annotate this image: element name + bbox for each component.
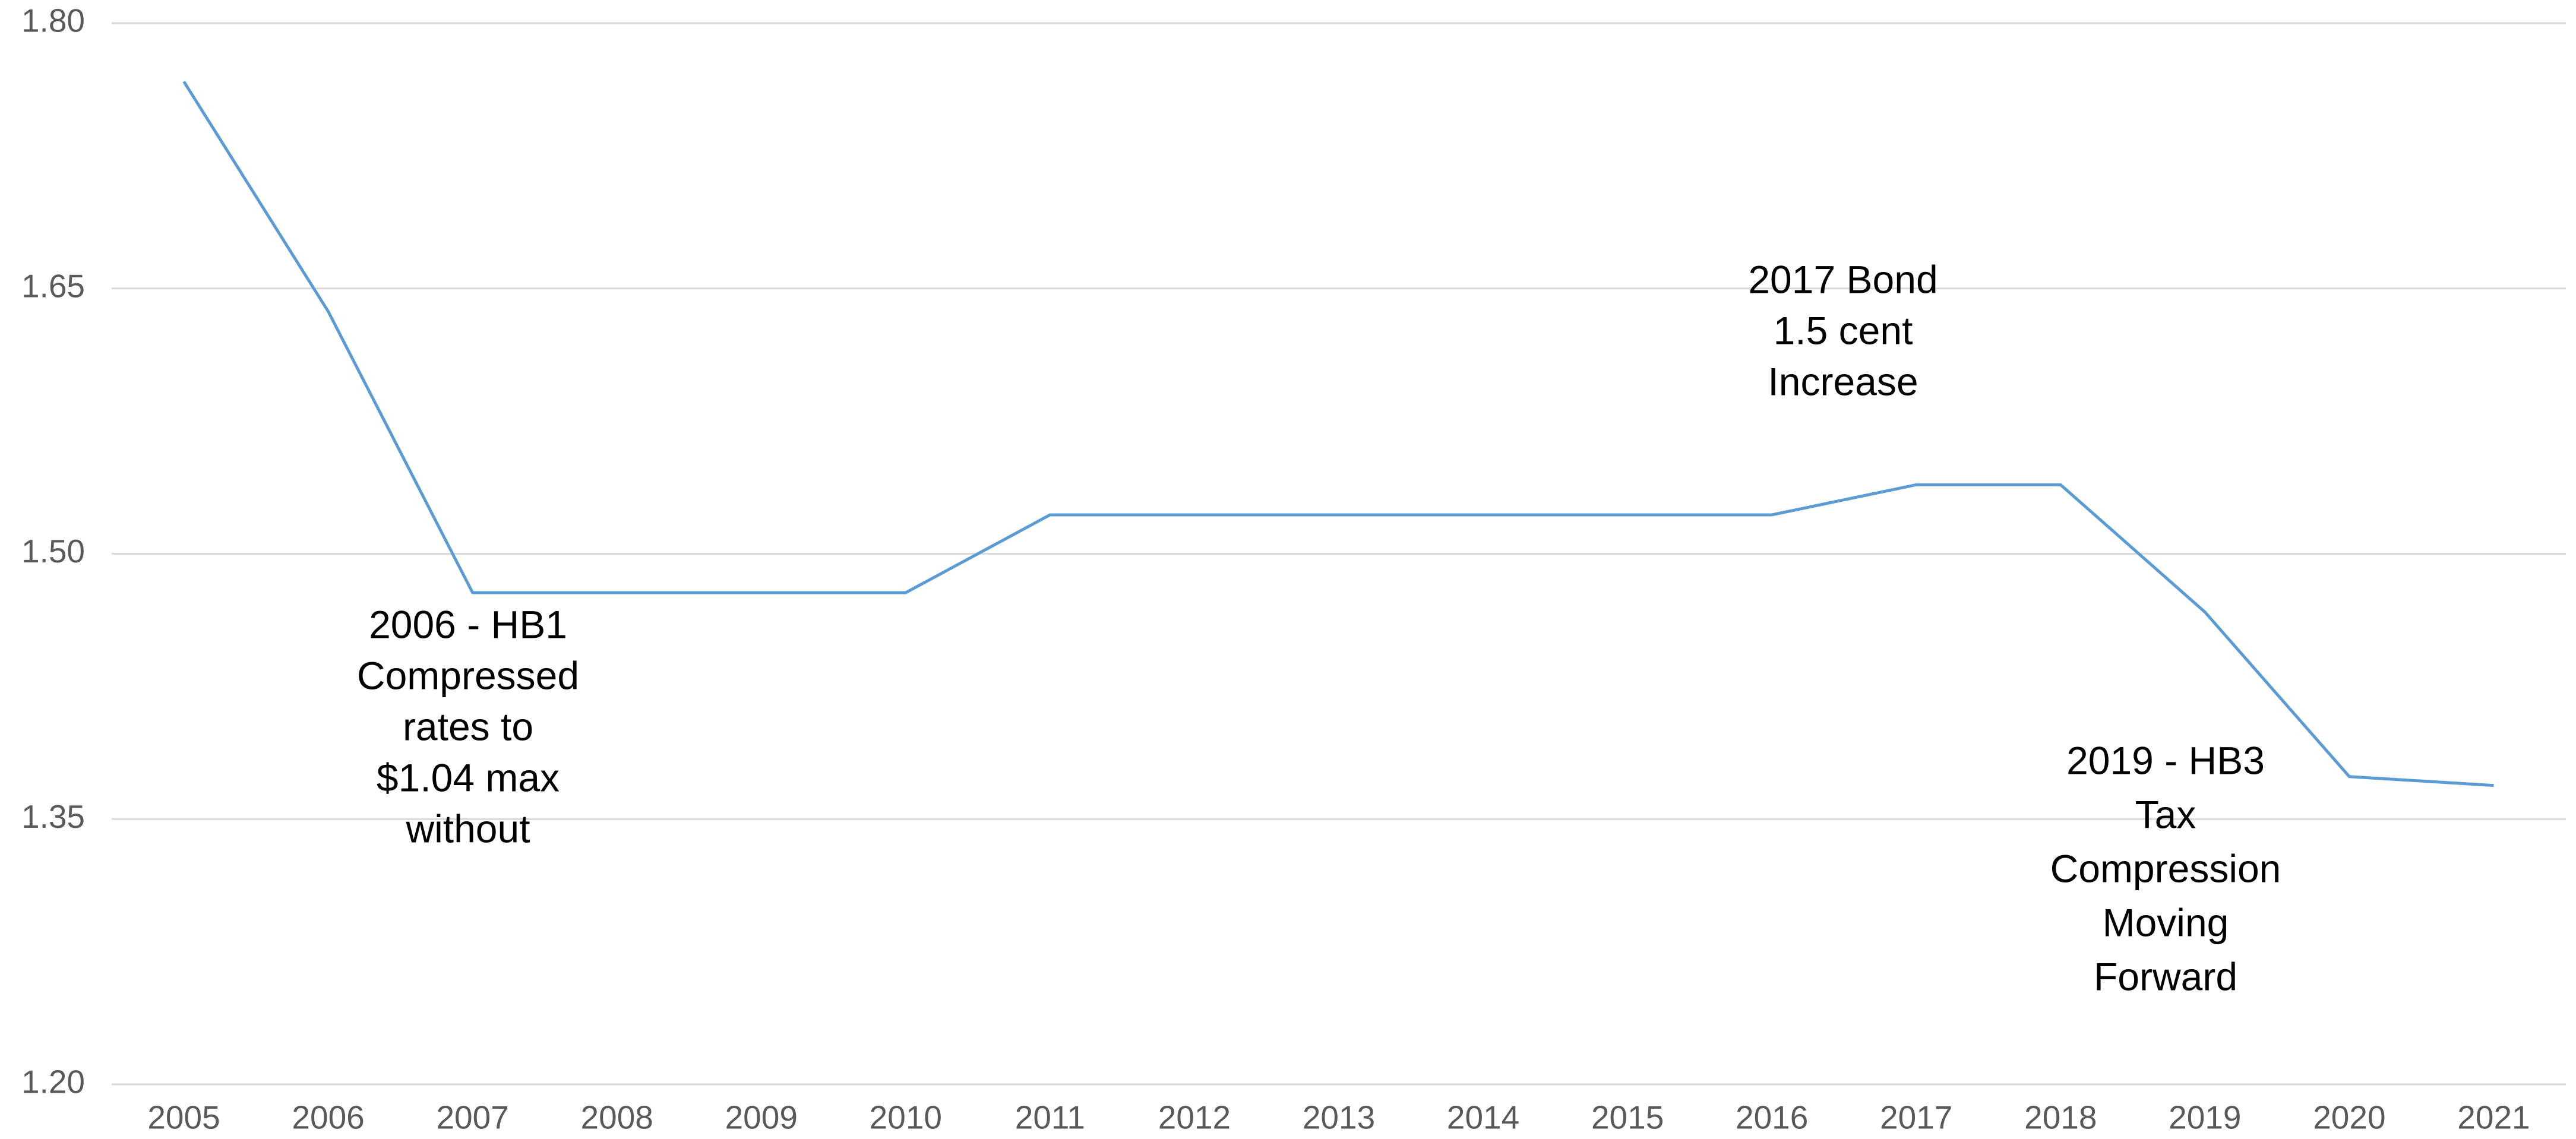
annotation: $1.04 max — [377, 755, 560, 799]
x-tick-label: 2020 — [2313, 1099, 2385, 1136]
x-tick-label: 2010 — [870, 1099, 942, 1136]
annotation: Compression — [2050, 846, 2281, 890]
y-tick-label: 1.65 — [21, 267, 85, 304]
x-tick-label: 2018 — [2024, 1099, 2097, 1136]
annotation: rates to — [403, 704, 533, 748]
x-tick-label: 2013 — [1303, 1099, 1375, 1136]
x-tick-label: 2014 — [1447, 1099, 1519, 1136]
x-tick-label: 2017 — [1880, 1099, 1952, 1136]
annotation: Forward — [2094, 954, 2237, 998]
annotation: 2017 Bond — [1748, 257, 1937, 301]
annotation: 2006 - HB1 — [369, 602, 567, 646]
y-tick-label: 1.50 — [21, 533, 85, 570]
x-tick-label: 2021 — [2457, 1099, 2530, 1136]
y-tick-label: 1.35 — [21, 798, 85, 835]
x-tick-label: 2015 — [1591, 1099, 1664, 1136]
annotation: Increase — [1768, 359, 1918, 403]
x-tick-label: 2012 — [1158, 1099, 1231, 1136]
x-tick-label: 2008 — [581, 1099, 653, 1136]
x-tick-label: 2007 — [436, 1099, 508, 1136]
series-line — [182, 80, 2494, 787]
annotation: Compressed — [357, 653, 579, 697]
annotation: 2019 - HB3 — [2066, 738, 2265, 782]
annotation: 1.5 cent — [1774, 308, 1913, 352]
x-tick-label: 2006 — [292, 1099, 364, 1136]
x-tick-label: 2009 — [725, 1099, 798, 1136]
x-tick-label: 2011 — [1015, 1099, 1085, 1136]
y-tick-label: 1.80 — [21, 2, 85, 39]
x-tick-label: 2016 — [1736, 1099, 1808, 1136]
y-tick-label: 1.20 — [21, 1064, 85, 1100]
x-tick-label: 2019 — [2169, 1099, 2241, 1136]
annotation: Tax — [2135, 792, 2196, 836]
annotation: without — [405, 806, 530, 850]
annotation: Moving — [2103, 900, 2229, 944]
x-tick-label: 2005 — [147, 1099, 220, 1136]
